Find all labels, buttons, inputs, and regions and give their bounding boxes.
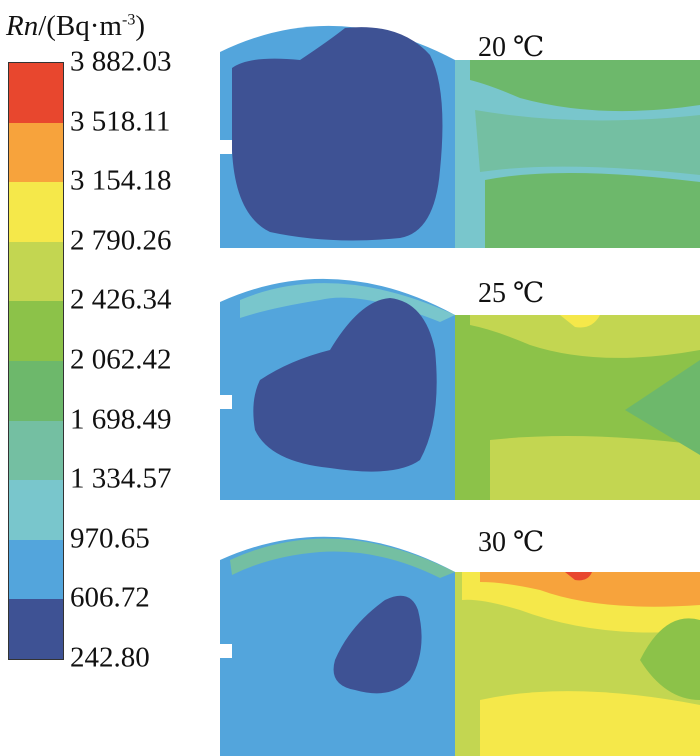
panel-label-20c: 20 ℃: [478, 32, 545, 63]
panel-20c-inlet: [218, 140, 232, 154]
panel-30c-low-core: [333, 595, 422, 694]
panel-30c-top-band: [230, 538, 455, 578]
panel-25c-wedge: [625, 360, 700, 455]
colorbar-tick-label: 970.65: [70, 522, 150, 555]
colorbar-swatch: [9, 480, 63, 541]
colorbar-swatch: [9, 420, 63, 481]
panel-30c-band-orange: [480, 572, 700, 607]
panel-30c-wedge: [640, 618, 700, 700]
colorbar-title-unit: /(Bq·m: [38, 10, 122, 42]
colorbar-tick-label: 3 518.11: [70, 105, 171, 138]
colorbar-swatch: [9, 301, 63, 362]
panel-30c-inlet: [218, 644, 232, 658]
colorbar-tick-label: 2 426.34: [70, 283, 172, 316]
panel-25c-band-yellow: [470, 315, 700, 358]
panel-label-30c: 30 ℃: [478, 527, 545, 558]
colorbar-swatch: [9, 182, 63, 243]
colorbar-tick-label: 1 698.49: [70, 403, 172, 436]
colorbar-tick-label: 1 334.57: [70, 462, 172, 495]
panel-20c-band-middle: [475, 110, 700, 175]
colorbar-tick-label: 242.80: [70, 641, 150, 674]
colorbar-title-close: ): [135, 10, 145, 42]
colorbar-title-variable: Rn: [6, 10, 39, 42]
panel-30c-band-lower: [480, 691, 700, 756]
panel-20c-band-green: [470, 60, 700, 112]
panel-20c: [218, 25, 700, 248]
colorbar-title-exponent: -3: [122, 11, 136, 29]
colorbar-tick-label: 3 882.03: [70, 45, 172, 78]
colorbar-swatch: [9, 361, 63, 422]
colorbar-tick-label: 606.72: [70, 581, 150, 614]
panel-30c-domain: [220, 536, 455, 756]
colorbar-tick-label: 3 154.18: [70, 164, 172, 197]
colorbar-swatch: [9, 599, 63, 660]
panel-30c: [218, 536, 700, 756]
colorbar-swatch: [9, 122, 63, 183]
colorbar-swatch: [9, 63, 63, 124]
panel-20c-band-lower: [485, 172, 700, 248]
panel-label-25c: 25 ℃: [478, 278, 545, 309]
panel-25c-top-band: [240, 283, 455, 322]
colorbar-swatch: [9, 241, 63, 302]
panel-25c-hot-spot: [560, 315, 600, 328]
panel-30c-peak: [565, 572, 592, 581]
colorbar-title: Rn/(Bq·m-3): [6, 10, 145, 43]
colorbar-tick-label: 2 062.42: [70, 343, 172, 376]
colorbar-swatch: [9, 539, 63, 600]
panel-20c-low-core: [232, 27, 443, 241]
colorbar-tick-label: 2 790.26: [70, 224, 172, 257]
panel-25c-low-core: [253, 298, 437, 472]
panel-25c: [218, 278, 700, 500]
panel-25c-band-lower: [490, 436, 700, 500]
colorbar: [8, 62, 64, 660]
panel-25c-inlet: [218, 395, 232, 409]
